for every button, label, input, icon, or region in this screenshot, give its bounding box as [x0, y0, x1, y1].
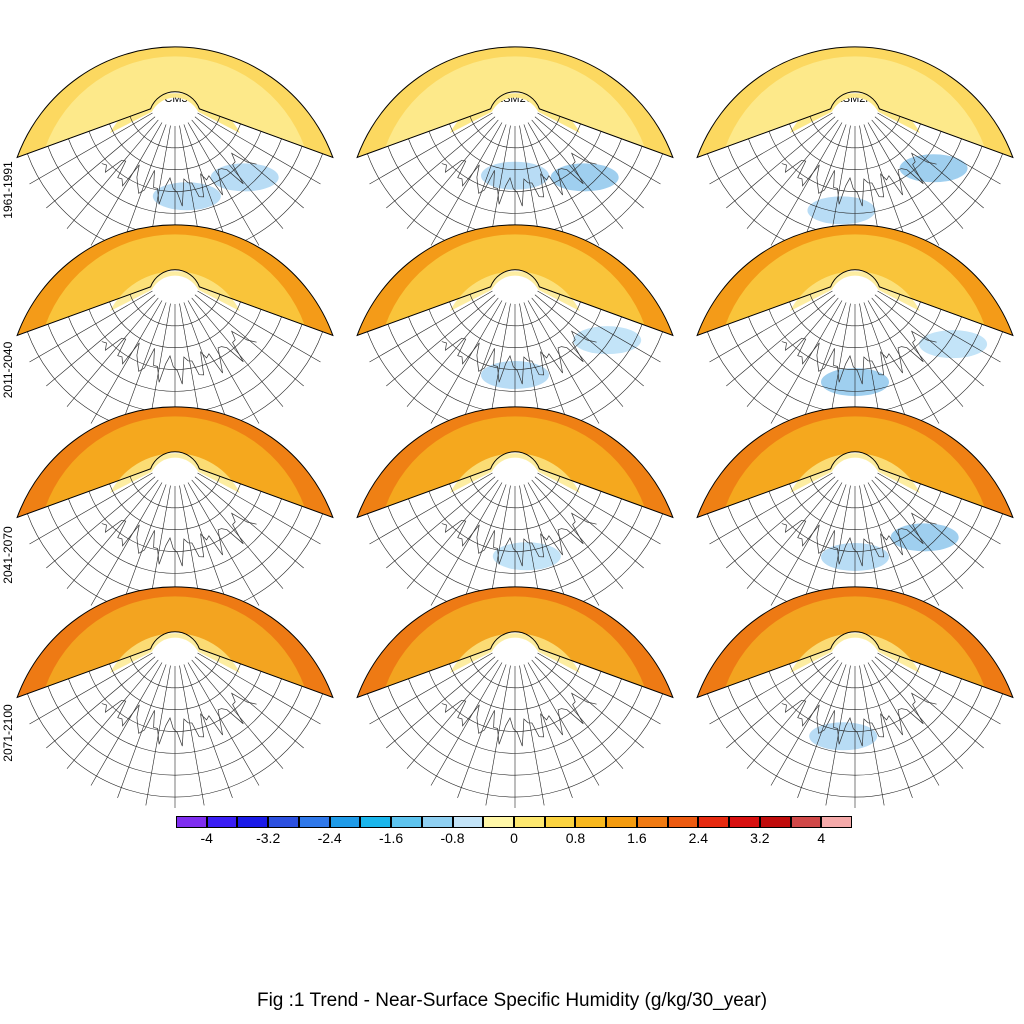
colorbar-tick-label: -4	[200, 830, 213, 846]
colorbar-swatch	[360, 816, 392, 828]
map-panel-1-2	[696, 224, 1014, 446]
colorbar-swatch	[514, 816, 545, 828]
colorbar-tick-label: 2.4	[688, 830, 709, 846]
map-panel-2-0	[16, 406, 334, 628]
colorbar-swatch	[698, 816, 730, 828]
map-panel-0-2	[696, 46, 1014, 268]
map-panel-3-0	[16, 586, 334, 808]
colorbar-swatch	[544, 816, 576, 828]
colorbar-swatch	[606, 816, 637, 828]
colorbar-swatch	[575, 816, 607, 828]
map-panel-2-2	[696, 406, 1014, 628]
colorbar-swatch	[329, 816, 361, 828]
map-panel-3-2	[696, 586, 1014, 808]
colorbar-swatch	[391, 816, 422, 828]
figure-caption: Fig :1 Trend - Near-Surface Specific Hum…	[256, 990, 768, 1011]
colorbar-tick-label: -2.4	[317, 830, 342, 846]
colorbar-swatch	[452, 816, 484, 828]
map-panel-3-1	[356, 586, 674, 808]
colorbar-tick-label: 4	[817, 830, 826, 846]
colorbar-tick-label: 1.6	[627, 830, 647, 846]
map-panel-grid	[16, 46, 1014, 808]
colorbar	[176, 816, 852, 828]
colorbar-swatch	[483, 816, 514, 828]
map-panel-1-0	[16, 224, 334, 446]
colorbar-swatch	[206, 816, 238, 828]
colorbar-swatch	[821, 816, 852, 828]
colorbar-swatch	[268, 816, 299, 828]
colorbar-tick-label: -0.8	[440, 830, 465, 846]
colorbar-tick-label: -1.6	[379, 830, 404, 846]
colorbar-swatch	[636, 816, 668, 828]
colorbar-swatch	[176, 816, 207, 828]
colorbar-swatch	[421, 816, 453, 828]
map-panel-0-0	[16, 46, 334, 268]
colorbar-tick-label: 3.2	[750, 830, 770, 846]
colorbar-swatch	[298, 816, 330, 828]
colorbar-swatch	[729, 816, 760, 828]
colorbar-tick-label: -3.2	[256, 830, 281, 846]
colorbar-swatch	[667, 816, 699, 828]
colorbar-tick-label: 0	[510, 830, 518, 846]
colorbar-tick-label: 0.8	[565, 830, 586, 846]
colorbar-swatch	[759, 816, 791, 828]
colorbar-swatch	[237, 816, 269, 828]
map-panel-2-1	[356, 406, 674, 628]
colorbar-swatch	[790, 816, 822, 828]
map-panel-0-1	[356, 46, 674, 268]
